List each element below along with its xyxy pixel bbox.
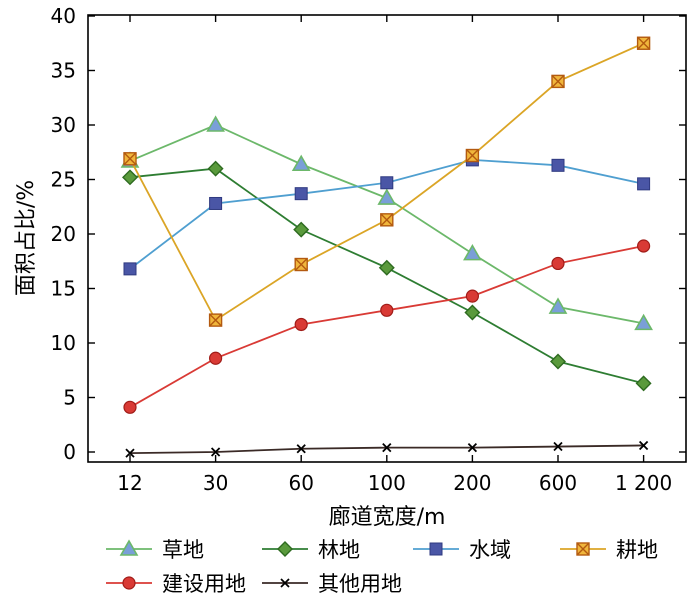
legend-marker <box>277 541 293 557</box>
data-point <box>294 257 308 272</box>
legend-label: 水域 <box>469 538 511 562</box>
data-point <box>123 262 137 276</box>
data-point <box>463 244 482 261</box>
data-point <box>634 313 653 331</box>
data-point <box>210 447 221 457</box>
data-point <box>638 440 649 451</box>
data-point <box>551 74 565 89</box>
data-point <box>380 303 394 317</box>
y-tick-label: 0 <box>63 440 76 464</box>
legend-item: 耕地 <box>560 538 658 562</box>
data-point <box>206 115 225 132</box>
y-tick-label: 5 <box>63 386 76 410</box>
data-point <box>207 160 224 177</box>
data-point <box>548 297 568 314</box>
y-tick-label: 10 <box>51 331 76 355</box>
data-point <box>551 158 565 172</box>
data-point <box>122 169 138 186</box>
legend-label: 草地 <box>162 538 204 562</box>
series-5 <box>125 440 649 458</box>
data-point <box>209 351 223 365</box>
legend-marker <box>429 542 443 556</box>
data-point <box>296 444 306 454</box>
data-point <box>380 176 394 190</box>
data-point <box>636 239 651 253</box>
data-point <box>294 187 308 201</box>
legend-item: 林地 <box>262 538 360 562</box>
series-layer <box>120 36 653 458</box>
legend-marker <box>122 576 136 590</box>
data-point <box>465 148 480 163</box>
x-axis: 12 30 60 100 200 600 1 200 <box>117 15 672 495</box>
y-tick-label: 15 <box>51 277 76 301</box>
y-tick-label: 40 <box>51 4 76 28</box>
y-tick-label: 35 <box>51 59 76 83</box>
data-point <box>125 448 135 458</box>
legend-label: 林地 <box>318 538 360 562</box>
data-point <box>635 375 652 392</box>
data-point <box>637 177 651 191</box>
data-point <box>291 154 311 172</box>
series-1 <box>122 160 652 392</box>
data-point <box>636 36 651 50</box>
legend-label: 建设用地 <box>162 572 246 596</box>
data-point <box>378 259 395 276</box>
data-point <box>553 441 563 452</box>
plot-frame <box>87 14 687 463</box>
x-tick-label: 60 <box>288 471 313 495</box>
series-3 <box>123 36 651 327</box>
y-tick-label: 30 <box>51 113 76 137</box>
y-axis-title: 面积占比/% <box>14 180 39 296</box>
y-tick-label: 25 <box>51 168 76 192</box>
data-point <box>550 353 566 370</box>
x-axis-title: 廊道宽度/m <box>329 505 446 530</box>
x-tick-label: 12 <box>117 471 142 495</box>
data-point <box>382 443 392 453</box>
x-tick-label: 1 200 <box>615 471 672 495</box>
series-4 <box>123 239 651 414</box>
data-point <box>465 289 479 303</box>
data-point <box>551 256 565 271</box>
data-point <box>464 304 481 321</box>
data-point <box>123 152 137 166</box>
data-point <box>293 221 310 238</box>
data-point <box>380 213 394 227</box>
data-point <box>209 196 223 210</box>
legend-item: 其他用地 <box>262 572 402 596</box>
x-tick-label: 200 <box>453 471 491 495</box>
legend-marker <box>119 539 139 556</box>
x-tick-label: 30 <box>203 471 228 495</box>
data-point <box>377 188 397 205</box>
legend-item: 草地 <box>106 538 204 562</box>
legend-marker <box>280 578 290 588</box>
data-point <box>208 313 223 327</box>
data-point <box>294 317 308 332</box>
y-tick-label: 20 <box>51 222 76 246</box>
legend-item: 水域 <box>413 538 511 562</box>
y-axis: 0 5 10 15 20 25 30 35 40 <box>51 4 686 464</box>
x-tick-label: 600 <box>539 471 577 495</box>
legend-marker <box>576 542 590 556</box>
series-2 <box>123 153 651 276</box>
legend-label: 耕地 <box>616 538 658 562</box>
x-tick-label: 100 <box>368 471 406 495</box>
data-point <box>467 443 478 453</box>
data-point <box>123 400 137 414</box>
legend-item: 建设用地 <box>106 572 246 596</box>
legend-label: 其他用地 <box>318 572 402 596</box>
